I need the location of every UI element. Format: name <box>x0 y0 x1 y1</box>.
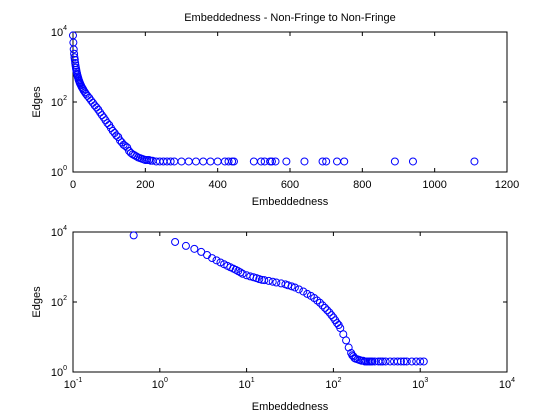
bottom-data-point <box>284 281 293 290</box>
bottom-data-point <box>342 336 351 345</box>
bottom-data-point <box>399 357 408 366</box>
top-data-point <box>318 157 327 166</box>
bottom-data-point <box>129 231 138 240</box>
top-y-tick-label: 104 <box>51 25 67 39</box>
top-chart-title: Embeddedness - Non-Fringe to Non-Fringe <box>184 12 396 24</box>
top-data-point <box>300 157 309 166</box>
bottom-x-tick-label: 101 <box>239 377 255 391</box>
top-x-tick-label: 800 <box>353 179 371 191</box>
top-x-axis-label: Embeddedness <box>252 196 329 208</box>
top-x-tick-label: 1000 <box>422 179 446 191</box>
top-data-point <box>271 157 280 166</box>
bottom-data-point <box>238 269 247 278</box>
top-subplot: Embeddedness - Non-Fringe to Non-Fringe … <box>31 12 519 208</box>
bottom-data-point <box>376 357 385 366</box>
bottom-data-point <box>386 357 395 366</box>
bottom-x-tick-label: 103 <box>412 377 428 391</box>
bottom-data-point <box>208 254 217 263</box>
top-data-point <box>322 157 331 166</box>
bottom-data-points <box>129 231 428 366</box>
bottom-data-point <box>402 357 411 366</box>
bottom-data-point <box>171 237 180 246</box>
bottom-y-tick-label: 104 <box>51 225 67 239</box>
bottom-x-tick-label: 10-1 <box>64 377 83 391</box>
bottom-data-point <box>299 287 308 296</box>
top-y-tick-label: 102 <box>51 95 67 109</box>
top-data-point <box>267 157 276 166</box>
top-y-tick-label: 100 <box>51 165 67 179</box>
bottom-data-point <box>368 357 377 366</box>
bottom-data-point <box>315 298 324 307</box>
top-data-point <box>132 152 141 161</box>
bottom-x-tick-label: 102 <box>325 377 341 391</box>
bottom-data-point <box>325 308 334 317</box>
bottom-data-point <box>407 357 416 366</box>
bottom-data-point <box>264 276 273 285</box>
top-data-point <box>69 45 78 54</box>
bottom-data-point <box>370 357 379 366</box>
bottom-data-point <box>181 241 190 250</box>
bottom-data-point <box>318 301 327 310</box>
top-data-point <box>70 53 79 62</box>
bottom-data-point <box>416 357 425 366</box>
top-data-point <box>224 157 233 166</box>
bottom-data-point <box>419 357 428 366</box>
bottom-x-tick-label: 100 <box>152 377 168 391</box>
bottom-data-point <box>190 244 199 253</box>
bottom-data-point <box>268 277 277 286</box>
bottom-data-point <box>290 283 299 292</box>
top-data-points <box>69 31 479 166</box>
bottom-data-point <box>260 276 269 285</box>
bottom-data-point <box>381 357 390 366</box>
bottom-data-point <box>272 278 281 287</box>
top-data-point <box>257 157 266 166</box>
bottom-data-point <box>323 306 332 315</box>
bottom-data-point <box>327 311 336 320</box>
top-x-tick-label: 200 <box>136 179 154 191</box>
top-data-point <box>390 157 399 166</box>
top-data-point <box>282 157 291 166</box>
bottom-data-point <box>412 357 421 366</box>
top-data-point <box>70 55 79 64</box>
top-axes-ticks: 0 200 400 600 800 1000 1200 100 102 104 <box>51 25 519 191</box>
top-x-tick-label: 1200 <box>495 179 519 191</box>
bottom-data-point <box>344 343 353 352</box>
top-data-point <box>229 157 238 166</box>
bottom-x-tick-label: 104 <box>499 377 515 391</box>
top-x-tick-label: 0 <box>70 179 76 191</box>
top-data-point <box>408 157 417 166</box>
top-x-tick-label: 600 <box>281 179 299 191</box>
top-x-tick-label: 400 <box>208 179 226 191</box>
bottom-plot-area <box>72 231 508 373</box>
bottom-data-point <box>320 303 329 312</box>
top-plot-area <box>72 31 508 173</box>
top-data-point <box>340 157 349 166</box>
bottom-data-point <box>313 296 322 305</box>
bottom-data-point <box>396 357 405 366</box>
bottom-data-point <box>287 282 296 291</box>
bottom-data-point <box>336 324 345 333</box>
top-data-point <box>70 49 79 58</box>
bottom-y-tick-label: 102 <box>51 295 67 309</box>
bottom-y-axis-label: Edges <box>31 286 43 318</box>
top-y-axis-label: Edges <box>31 86 43 118</box>
bottom-data-point <box>393 357 402 366</box>
bottom-x-axis-label: Embeddedness <box>252 401 329 413</box>
bottom-data-point <box>294 285 303 294</box>
top-data-point <box>470 157 479 166</box>
bottom-y-tick-label: 100 <box>51 365 67 379</box>
top-data-point <box>166 157 175 166</box>
bottom-data-point <box>212 256 221 265</box>
